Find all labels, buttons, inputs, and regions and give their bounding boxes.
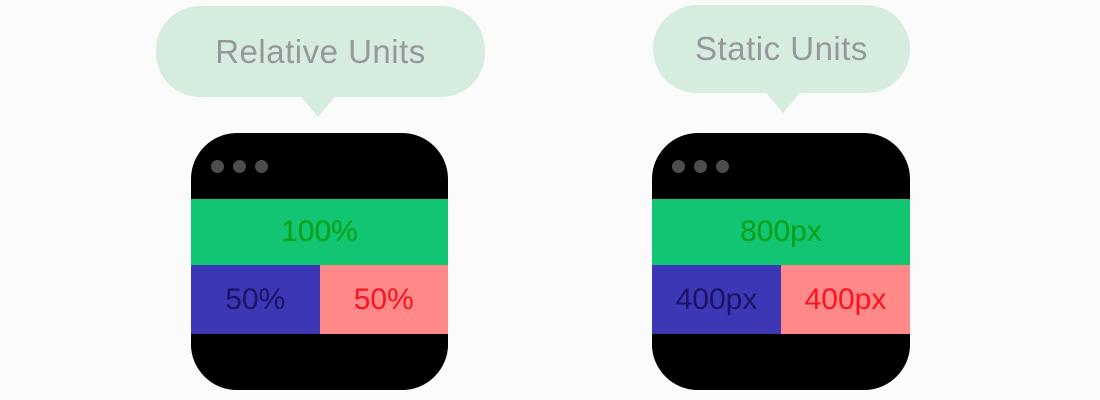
bubble-label: Relative Units [215, 32, 426, 70]
bubble-tail-icon [297, 92, 339, 117]
half-bar-pink-label: 400px [804, 282, 887, 316]
window-dot-icon [233, 159, 246, 173]
static-units-panel: Static Units 800px 400px 400px [652, 0, 911, 400]
split-bar-row: 400px 400px [652, 265, 910, 334]
window-dot-icon [672, 159, 685, 173]
browser-window: 800px 400px 400px [652, 133, 910, 390]
window-footer [191, 334, 448, 390]
window-dot-icon [255, 159, 268, 173]
half-bar-blue-label: 50% [225, 282, 286, 316]
half-bar-blue: 400px [652, 265, 781, 334]
full-width-bar: 800px [652, 199, 910, 265]
speech-bubble: Relative Units [156, 6, 485, 97]
bubble-tail-icon [762, 88, 804, 113]
window-dot-icon [211, 159, 224, 173]
half-bar-blue-label: 400px [675, 282, 758, 316]
bubble-label: Static Units [695, 30, 868, 67]
window-titlebar [652, 133, 910, 199]
window-dot-icon [716, 159, 729, 173]
browser-window: 100% 50% 50% [191, 133, 448, 390]
speech-bubble: Static Units [653, 5, 910, 93]
half-bar-pink: 400px [781, 265, 910, 334]
window-footer [652, 334, 910, 390]
split-bar-row: 50% 50% [191, 265, 448, 334]
half-bar-pink-label: 50% [353, 282, 414, 316]
window-titlebar [191, 133, 448, 199]
window-dot-icon [694, 159, 707, 173]
relative-units-panel: Relative Units 100% 50% 50% [156, 0, 486, 400]
full-width-bar-label: 100% [281, 215, 358, 248]
full-width-bar: 100% [191, 199, 448, 265]
half-bar-blue: 50% [191, 265, 320, 334]
full-width-bar-label: 800px [740, 215, 822, 248]
half-bar-pink: 50% [319, 265, 448, 334]
